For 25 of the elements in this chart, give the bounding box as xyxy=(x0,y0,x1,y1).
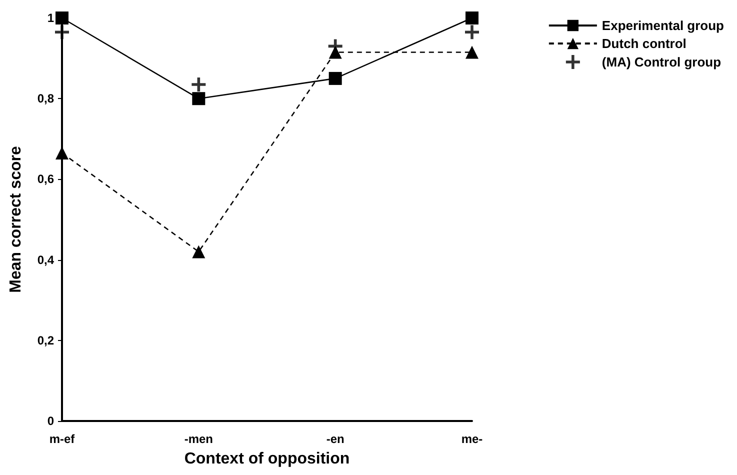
x-tick-label: -en xyxy=(326,432,344,446)
legend-label: (MA) Control group xyxy=(602,54,722,70)
x-tick-label: -men xyxy=(184,432,214,446)
legend-label: Experimental group xyxy=(602,18,724,33)
point xyxy=(466,12,478,24)
y-tick-label: 0,4 xyxy=(37,252,54,267)
x-axis-title: Context of opposition xyxy=(184,450,350,468)
point xyxy=(465,25,479,40)
point xyxy=(192,77,206,92)
point xyxy=(328,72,342,85)
y-tick-label: 0,2 xyxy=(37,333,54,348)
point xyxy=(55,25,69,40)
y-axis-title: Mean correct score xyxy=(8,146,24,293)
point xyxy=(56,146,68,160)
y-tick-label: 0,6 xyxy=(37,172,54,186)
point xyxy=(56,12,68,24)
x-tick-label: me- xyxy=(461,432,483,446)
point xyxy=(466,46,478,59)
legend-label: Dutch control xyxy=(602,36,686,51)
y-tick-label: 0 xyxy=(47,414,54,428)
y-tick-label: 1 xyxy=(47,11,54,25)
point xyxy=(192,245,206,258)
y-tick-label: 0,8 xyxy=(37,92,54,106)
x-tick-label: m-ef xyxy=(49,432,76,446)
point xyxy=(192,92,206,106)
